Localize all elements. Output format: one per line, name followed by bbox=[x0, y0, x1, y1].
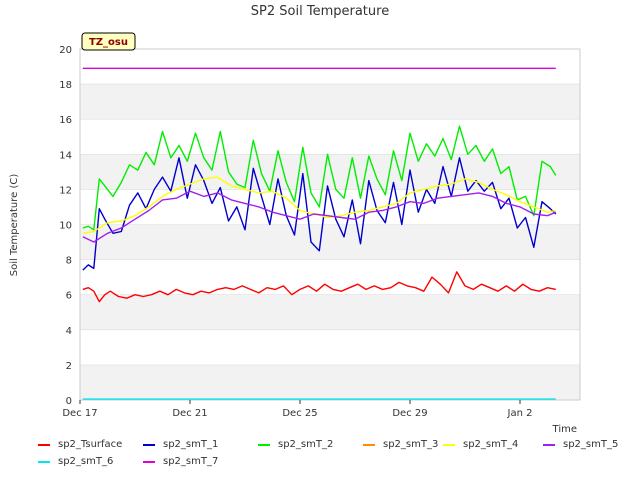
series-line-sp2_smT_2 bbox=[82, 125, 557, 231]
legend-label: sp2_smT_6 bbox=[58, 456, 114, 467]
legend-item: sp2_smT_3 bbox=[363, 436, 438, 453]
grid-band bbox=[80, 294, 580, 330]
y-tick-label: 14 bbox=[59, 150, 72, 161]
legend-swatch bbox=[543, 443, 555, 446]
legend: sp2_Tsurface sp2_smT_1 sp2_smT_2 sp2_smT_3 s… bbox=[38, 436, 628, 470]
legend-item: sp2_smT_6 bbox=[38, 453, 113, 470]
grid-bands bbox=[80, 48, 580, 401]
legend-label: sp2_smT_5 bbox=[563, 439, 619, 450]
legend-label: sp2_Tsurface bbox=[58, 439, 123, 450]
x-tick-label: Dec 29 bbox=[392, 408, 427, 419]
legend-swatch bbox=[443, 443, 455, 446]
timezone-badge-label: TZ_osu bbox=[89, 37, 128, 48]
legend-swatch bbox=[143, 443, 155, 446]
legend-row: sp2_Tsurface sp2_smT_1 sp2_smT_2 sp2_smT_3 s… bbox=[38, 436, 628, 453]
legend-swatch bbox=[143, 460, 155, 463]
legend-label: sp2_smT_7 bbox=[163, 456, 219, 467]
series-line-sp2_smT_4 bbox=[82, 176, 556, 234]
x-tick-label: Dec 21 bbox=[172, 408, 207, 419]
series-line-sp2_smT_5 bbox=[82, 190, 557, 243]
legend-item: sp2_smT_5 bbox=[543, 436, 618, 453]
x-tick-label: Jan 2 bbox=[507, 408, 533, 419]
legend-item: sp2_smT_1 bbox=[143, 436, 218, 453]
timezone-badge: TZ_osu bbox=[81, 32, 136, 51]
grid-band bbox=[80, 84, 580, 120]
y-tick-label: 12 bbox=[59, 185, 72, 196]
y-tick-label: 16 bbox=[59, 115, 72, 126]
y-tick-label: 8 bbox=[66, 256, 72, 267]
legend-label: sp2_smT_1 bbox=[163, 439, 219, 450]
legend-swatch bbox=[38, 460, 50, 463]
y-axis-label: Soil Temperature (C) bbox=[9, 174, 20, 277]
legend-item: sp2_smT_2 bbox=[258, 436, 333, 453]
legend-item: sp2_smT_4 bbox=[443, 436, 518, 453]
y-tick-label: 2 bbox=[66, 361, 72, 372]
grid-band bbox=[80, 364, 580, 400]
grid-band bbox=[80, 224, 580, 260]
legend-swatch bbox=[38, 443, 50, 446]
legend-label: sp2_smT_2 bbox=[278, 439, 334, 450]
legend-item: sp2_smT_7 bbox=[143, 453, 218, 470]
legend-label: sp2_smT_4 bbox=[463, 439, 519, 450]
x-axis: Dec 17 Dec 21 Dec 25 Dec 29 Jan 2 bbox=[62, 400, 532, 419]
y-tick-label: 4 bbox=[66, 326, 72, 337]
y-tick-label: 6 bbox=[66, 291, 72, 302]
y-tick-label: 0 bbox=[66, 396, 72, 407]
y-tick-label: 20 bbox=[59, 45, 72, 56]
x-tick-label: Dec 25 bbox=[282, 408, 317, 419]
plot-lines bbox=[82, 67, 557, 400]
y-axis: 0 2 4 6 8 10 12 14 16 18 20 bbox=[59, 45, 72, 407]
y-tick-label: 18 bbox=[59, 80, 72, 91]
legend-item: sp2_Tsurface bbox=[38, 436, 122, 453]
legend-label: sp2_smT_3 bbox=[383, 439, 439, 450]
legend-swatch bbox=[258, 443, 270, 446]
y-tick-label: 10 bbox=[59, 221, 72, 232]
x-tick-label: Dec 17 bbox=[62, 408, 97, 419]
x-axis-label: Time bbox=[552, 424, 577, 435]
plot-frame bbox=[79, 48, 581, 401]
legend-row: sp2_smT_6 sp2_smT_7 bbox=[38, 453, 628, 470]
legend-swatch bbox=[363, 443, 375, 446]
series-line-sp2_Tsurface bbox=[82, 271, 556, 303]
chart-title: SP2 Soil Temperature bbox=[251, 4, 389, 19]
